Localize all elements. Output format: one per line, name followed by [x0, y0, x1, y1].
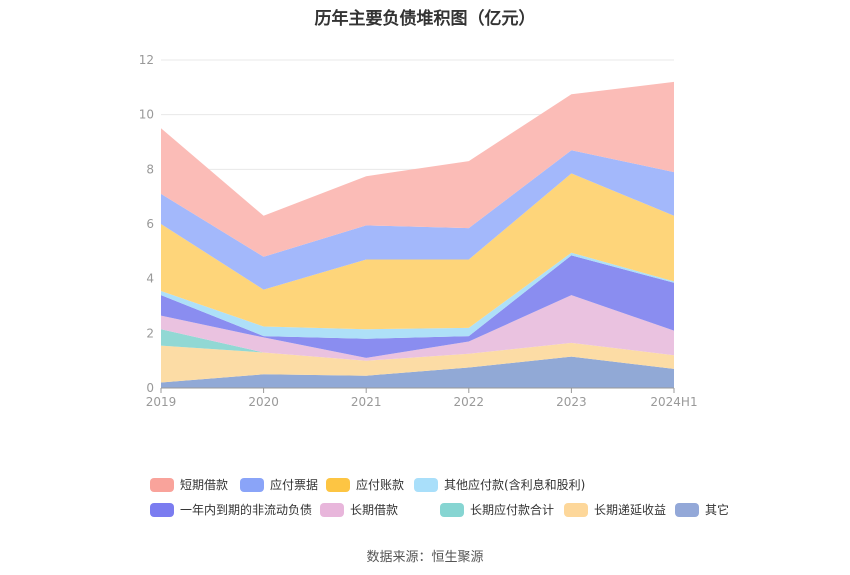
stacked-area-chart: 0 2 4 6 8 10 12 2019 2020 2021 2022 2023 2024H1 [139, 53, 698, 409]
legend-item-deferred-income[interactable]: 长期递延收益 [564, 501, 675, 518]
legend-label: 应付票据 [270, 478, 319, 492]
area-一年内到期的非流动负债 [161, 255, 674, 358]
legend-item-notes-payable[interactable]: 应付票据 [240, 476, 326, 493]
legend-item-accounts-payable[interactable]: 应付账款 [326, 476, 414, 493]
area-长期递延收益 [161, 342, 674, 383]
legend-swatch [564, 502, 588, 517]
area-应付账款 [161, 173, 674, 330]
legend-label: 其他应付款(含利息和股利) [444, 478, 586, 492]
y-tick-label: 0 [146, 381, 154, 395]
axes: 0 2 4 6 8 10 12 2019 2020 2021 2022 2023 2024H1 [139, 53, 698, 409]
legend-label: 长期应付款合计 [470, 503, 555, 517]
legend-item-other-payables[interactable]: 其他应付款(含利息和股利) [414, 476, 585, 493]
x-tick-label: 2021 [351, 395, 382, 409]
legend: 短期借款 应付票据 应付账款 其他应付款(含利息和股利) 一年内到期的非流动负债… [150, 472, 750, 522]
area-其他应付款(含利息和股利) [161, 252, 674, 339]
x-tick-label: 2020 [248, 395, 279, 409]
legend-swatch [240, 477, 264, 492]
legend-label: 长期递延收益 [594, 503, 667, 517]
x-tick-label: 2019 [146, 395, 177, 409]
legend-swatch [150, 477, 174, 492]
legend-swatch [150, 502, 174, 517]
legend-label: 长期借款 [350, 503, 399, 517]
legend-item-long-term-loans[interactable]: 长期借款 [320, 501, 440, 518]
legend-item-others[interactable]: 其它 [675, 501, 729, 518]
legend-swatch [414, 477, 438, 492]
y-tick-label: 4 [146, 272, 154, 286]
area-短期借款 [161, 81, 674, 257]
y-tick-label: 10 [139, 108, 154, 122]
legend-swatch [440, 502, 464, 517]
legend-item-short-term-loans[interactable]: 短期借款 [150, 476, 240, 493]
area-应付票据 [161, 150, 674, 290]
y-tick-label: 2 [146, 326, 154, 340]
chart-title: 历年主要负债堆积图（亿元） [314, 9, 536, 29]
legend-item-long-term-payables-total[interactable]: 长期应付款合计 [440, 501, 564, 518]
y-tick-label: 12 [139, 53, 154, 67]
legend-label: 其它 [705, 503, 730, 517]
area-其它 [161, 356, 674, 388]
legend-label: 应付账款 [356, 478, 405, 492]
legend-row-2: 一年内到期的非流动负债 长期借款 长期应付款合计 长期递延收益 其它 [150, 497, 750, 522]
legend-swatch [675, 502, 699, 517]
x-tick-label: 2023 [556, 395, 587, 409]
legend-swatch [326, 477, 350, 492]
legend-swatch [320, 502, 344, 517]
legend-row-1: 短期借款 应付票据 应付账款 其他应付款(含利息和股利) [150, 472, 750, 497]
y-tick-label: 8 [146, 162, 154, 176]
area-series [161, 81, 674, 388]
legend-label: 短期借款 [180, 478, 229, 492]
area-长期借款 [161, 295, 674, 361]
data-source: 数据来源：恒生聚源 [366, 550, 484, 565]
y-tick-label: 6 [146, 217, 154, 231]
legend-label: 一年内到期的非流动负债 [180, 503, 313, 517]
x-tick-label: 2022 [454, 395, 485, 409]
legend-item-current-portion-noncurrent-liabilities[interactable]: 一年内到期的非流动负债 [150, 501, 320, 518]
x-tick-label: 2024H1 [650, 395, 697, 409]
